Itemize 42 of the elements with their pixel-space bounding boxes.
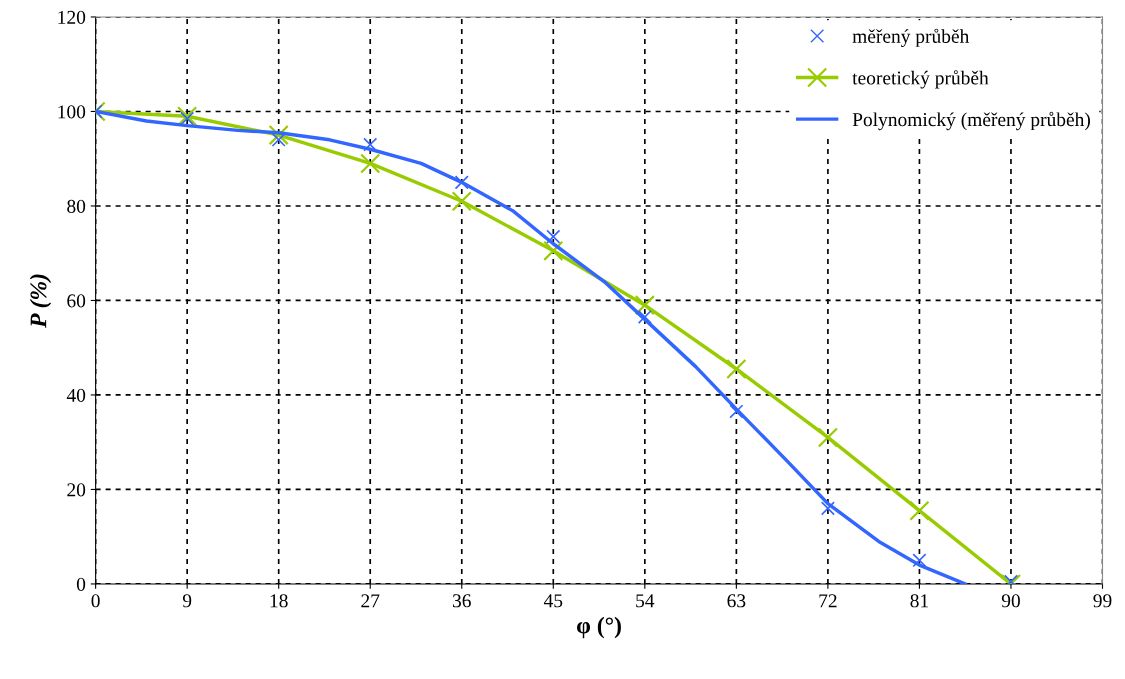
point — [360, 153, 381, 174]
point — [909, 500, 930, 521]
x-axis-title: φ (°) — [577, 616, 621, 639]
x-tick-label: 27 — [361, 594, 380, 608]
point — [268, 124, 289, 146]
point — [546, 229, 561, 244]
x-tick-label: 99 — [1093, 594, 1112, 608]
x-tick-label: 54 — [636, 594, 655, 608]
y-tick-label: 80 — [67, 199, 86, 213]
x-tick-label: 72 — [819, 594, 837, 608]
point — [177, 106, 198, 127]
point — [729, 404, 744, 419]
point — [271, 132, 286, 147]
x-tick-label: 45 — [543, 594, 563, 608]
y-tick-label: 60 — [67, 294, 86, 308]
y-axis-title: P (%) — [29, 274, 52, 328]
point — [180, 111, 195, 126]
point — [637, 309, 652, 325]
point — [912, 553, 927, 568]
y-tick-label: 20 — [67, 483, 86, 497]
point — [451, 191, 472, 212]
point — [634, 295, 655, 316]
legend-label: Polynomický (měřený průběh) — [852, 111, 1090, 131]
y-tick-label: 120 — [58, 10, 86, 24]
y-tick-label: 100 — [58, 105, 86, 119]
x-tick-label: 90 — [1001, 594, 1020, 608]
x-tick-label: 0 — [91, 594, 100, 608]
point — [543, 240, 564, 261]
legend-label: měřený průběh — [852, 28, 970, 47]
legend-label: teoretický průběh — [852, 70, 989, 89]
point — [817, 427, 839, 448]
point — [820, 501, 835, 516]
x-tick-label: 36 — [452, 594, 471, 608]
point — [726, 358, 747, 380]
x-tick-label: 18 — [270, 594, 288, 608]
x-tick-label: 63 — [727, 594, 746, 608]
x-tick-label: 81 — [910, 594, 928, 608]
x-tick-label: 9 — [182, 594, 192, 608]
y-tick-label: 0 — [76, 577, 86, 591]
point — [363, 137, 378, 152]
point — [454, 175, 469, 190]
y-tick-label: 40 — [66, 388, 86, 402]
